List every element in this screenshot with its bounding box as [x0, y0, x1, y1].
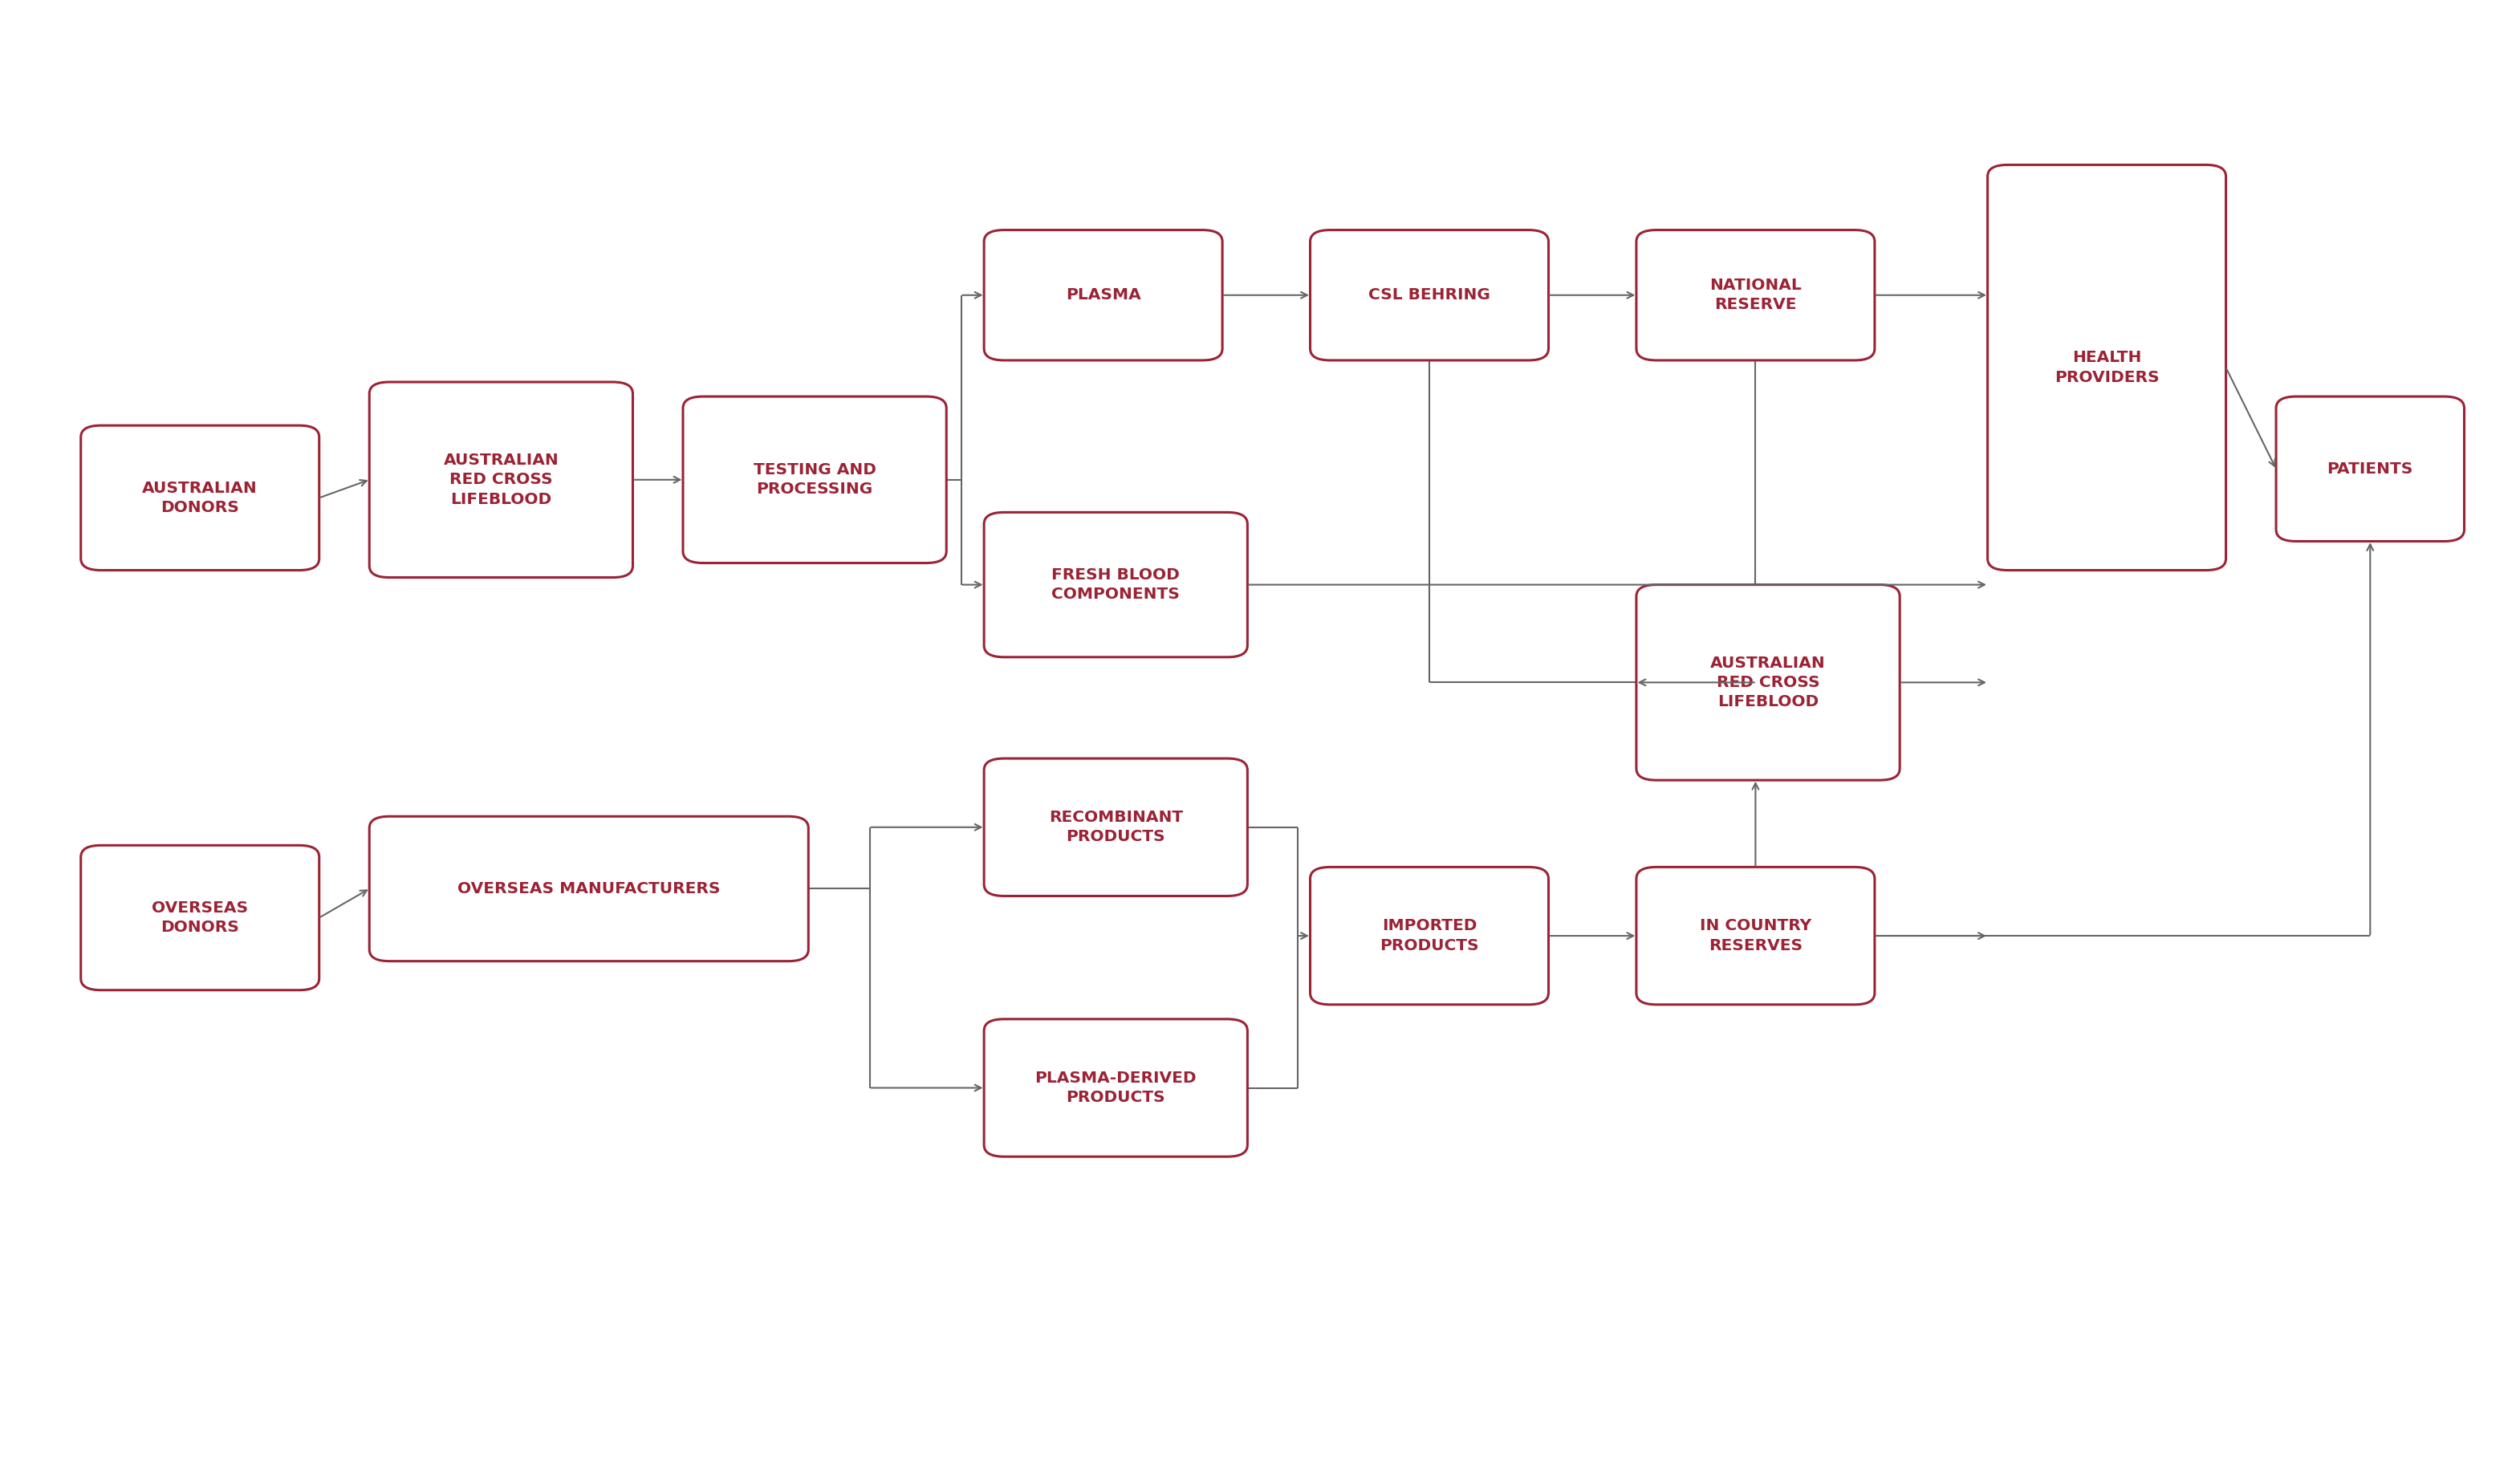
Text: CSL BEHRING: CSL BEHRING: [1368, 287, 1489, 303]
FancyBboxPatch shape: [1635, 231, 1875, 360]
FancyBboxPatch shape: [370, 817, 809, 961]
FancyBboxPatch shape: [370, 382, 633, 578]
Text: OVERSEAS MANUFACTURERS: OVERSEAS MANUFACTURERS: [459, 881, 721, 896]
FancyBboxPatch shape: [983, 231, 1222, 360]
Text: TESTING AND
PROCESSING: TESTING AND PROCESSING: [753, 463, 877, 498]
FancyBboxPatch shape: [1988, 165, 2225, 570]
Text: RECOMBINANT
PRODUCTS: RECOMBINANT PRODUCTS: [1048, 810, 1182, 845]
Text: IN COUNTRY
RESERVES: IN COUNTRY RESERVES: [1698, 919, 1812, 953]
FancyBboxPatch shape: [1310, 231, 1547, 360]
FancyBboxPatch shape: [983, 759, 1247, 896]
FancyBboxPatch shape: [81, 426, 320, 570]
Text: FRESH BLOOD
COMPONENTS: FRESH BLOOD COMPONENTS: [1051, 568, 1179, 603]
Text: AUSTRALIAN
RED CROSS
LIFEBLOOD: AUSTRALIAN RED CROSS LIFEBLOOD: [1711, 655, 1824, 709]
Text: AUSTRALIAN
DONORS: AUSTRALIAN DONORS: [141, 480, 257, 515]
FancyBboxPatch shape: [983, 512, 1247, 657]
Text: OVERSEAS
DONORS: OVERSEAS DONORS: [151, 900, 247, 935]
Text: AUSTRALIAN
RED CROSS
LIFEBLOOD: AUSTRALIAN RED CROSS LIFEBLOOD: [444, 452, 559, 506]
FancyBboxPatch shape: [1635, 867, 1875, 1005]
Text: HEALTH
PROVIDERS: HEALTH PROVIDERS: [2054, 350, 2160, 385]
Text: NATIONAL
RESERVE: NATIONAL RESERVE: [1709, 277, 1802, 312]
FancyBboxPatch shape: [1310, 867, 1547, 1005]
Text: PLASMA: PLASMA: [1066, 287, 1142, 303]
FancyBboxPatch shape: [2276, 397, 2465, 541]
FancyBboxPatch shape: [1635, 585, 1900, 781]
FancyBboxPatch shape: [683, 397, 948, 563]
Text: IMPORTED
PRODUCTS: IMPORTED PRODUCTS: [1381, 919, 1479, 953]
Text: PLASMA-DERIVED
PRODUCTS: PLASMA-DERIVED PRODUCTS: [1036, 1071, 1197, 1106]
FancyBboxPatch shape: [983, 1018, 1247, 1157]
Text: PATIENTS: PATIENTS: [2326, 461, 2414, 477]
FancyBboxPatch shape: [81, 845, 320, 991]
